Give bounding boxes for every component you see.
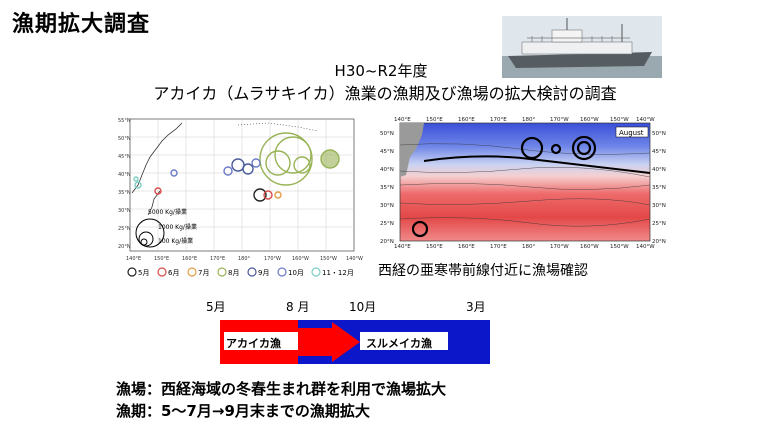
svg-text:25°N: 25°N bbox=[652, 221, 666, 227]
timeline-month-3: 3月 bbox=[466, 300, 486, 314]
svg-text:50°N: 50°N bbox=[652, 131, 666, 137]
svg-text:140°W: 140°W bbox=[346, 256, 363, 262]
page-title: 漁期拡大調査 bbox=[12, 12, 151, 37]
svg-text:170°W: 170°W bbox=[550, 244, 569, 250]
svg-text:30°N: 30°N bbox=[380, 203, 394, 209]
svg-text:6月: 6月 bbox=[168, 269, 179, 277]
svg-text:7月: 7月 bbox=[198, 269, 209, 277]
svg-text:50°N: 50°N bbox=[380, 131, 394, 137]
scale-label-5000: 5000 Kg/操業 bbox=[148, 208, 187, 216]
svg-text:8月: 8月 bbox=[228, 269, 239, 277]
svg-text:140°W: 140°W bbox=[636, 244, 655, 250]
squid-season-label: アカイカ漁 bbox=[226, 337, 281, 350]
svg-text:170°W: 170°W bbox=[264, 256, 281, 262]
svg-text:150°E: 150°E bbox=[426, 244, 443, 250]
subtitle-survey: アカイカ（ムラサキイカ）漁業の漁期及び漁場の拡大検討の調査 bbox=[153, 84, 617, 103]
map-caption: 西経の亜寒帯前線付近に漁場確認 bbox=[378, 263, 588, 279]
svg-text:35°N: 35°N bbox=[380, 185, 394, 191]
scale-label-1000: 1000 Kg/操業 bbox=[158, 223, 197, 231]
svg-text:11・12月: 11・12月 bbox=[322, 269, 354, 277]
svg-text:170°E: 170°E bbox=[210, 256, 225, 262]
month-label: August bbox=[619, 129, 644, 137]
svg-text:150°W: 150°W bbox=[610, 244, 629, 250]
svg-text:5月: 5月 bbox=[138, 269, 149, 277]
svg-text:150°E: 150°E bbox=[154, 256, 169, 262]
svg-text:160°W: 160°W bbox=[580, 117, 599, 123]
svg-text:150°W: 150°W bbox=[610, 117, 629, 123]
svg-text:150°W: 150°W bbox=[320, 256, 337, 262]
svg-text:140°E: 140°E bbox=[126, 256, 141, 262]
svg-text:50°N: 50°N bbox=[118, 136, 131, 142]
svg-text:9月: 9月 bbox=[258, 269, 269, 277]
svg-text:170°E: 170°E bbox=[490, 244, 507, 250]
bullet-fishing-season: 漁期：5～7月→9月末までの漁期拡大 bbox=[116, 402, 370, 420]
flying-squid-season-label: スルメイカ漁 bbox=[366, 337, 432, 350]
svg-text:160°W: 160°W bbox=[292, 256, 309, 262]
bullet-fishing-ground: 漁場：西経海域の冬春生まれ群を利用で漁場拡大 bbox=[116, 380, 447, 398]
svg-text:25°N: 25°N bbox=[118, 226, 131, 232]
svg-text:30°N: 30°N bbox=[652, 203, 666, 209]
svg-text:140°E: 140°E bbox=[394, 117, 411, 123]
svg-text:10月: 10月 bbox=[288, 269, 304, 277]
svg-text:40°N: 40°N bbox=[118, 172, 131, 178]
catch-distribution-map: 5000 Kg/操業 1000 Kg/操業 100 Kg/操業 140°E 15… bbox=[118, 115, 368, 265]
svg-text:180°: 180° bbox=[522, 244, 535, 250]
svg-text:160°E: 160°E bbox=[182, 256, 197, 262]
vessel-photo bbox=[502, 16, 662, 78]
svg-text:20°N: 20°N bbox=[652, 239, 666, 245]
subtitle-years: H30~R2年度 bbox=[334, 62, 428, 80]
svg-text:45°N: 45°N bbox=[380, 149, 394, 155]
timeline-month-5: 5月 bbox=[206, 300, 226, 314]
svg-text:35°N: 35°N bbox=[118, 190, 131, 196]
svg-text:45°N: 45°N bbox=[652, 149, 666, 155]
svg-text:170°E: 170°E bbox=[490, 117, 507, 123]
svg-text:20°N: 20°N bbox=[118, 244, 131, 250]
season-timeline bbox=[220, 320, 490, 364]
svg-text:160°E: 160°E bbox=[458, 244, 475, 250]
svg-text:160°W: 160°W bbox=[580, 244, 599, 250]
svg-text:40°N: 40°N bbox=[380, 167, 394, 173]
svg-text:30°N: 30°N bbox=[118, 208, 131, 214]
svg-text:180°: 180° bbox=[238, 256, 251, 262]
svg-text:180°: 180° bbox=[522, 117, 535, 123]
svg-text:45°N: 45°N bbox=[118, 154, 131, 160]
timeline-month-8: 8 月 bbox=[286, 300, 310, 314]
svg-text:150°E: 150°E bbox=[426, 117, 443, 123]
sst-front-map: August 140°E 150°E 160°E 170°E 180° 170°… bbox=[380, 115, 670, 250]
svg-text:35°N: 35°N bbox=[652, 185, 666, 191]
scale-label-100: 100 Kg/操業 bbox=[158, 237, 193, 245]
svg-text:140°W: 140°W bbox=[636, 117, 655, 123]
month-legend: 5月 6月 7月 8月 9月 10月 11・12月 bbox=[122, 265, 372, 279]
svg-text:55°N: 55°N bbox=[118, 118, 131, 124]
svg-text:140°E: 140°E bbox=[394, 244, 411, 250]
svg-text:160°E: 160°E bbox=[458, 117, 475, 123]
svg-text:20°N: 20°N bbox=[380, 239, 394, 245]
svg-text:40°N: 40°N bbox=[652, 167, 666, 173]
svg-text:170°W: 170°W bbox=[550, 117, 569, 123]
timeline-month-10: 10月 bbox=[349, 300, 377, 314]
svg-text:25°N: 25°N bbox=[380, 221, 394, 227]
